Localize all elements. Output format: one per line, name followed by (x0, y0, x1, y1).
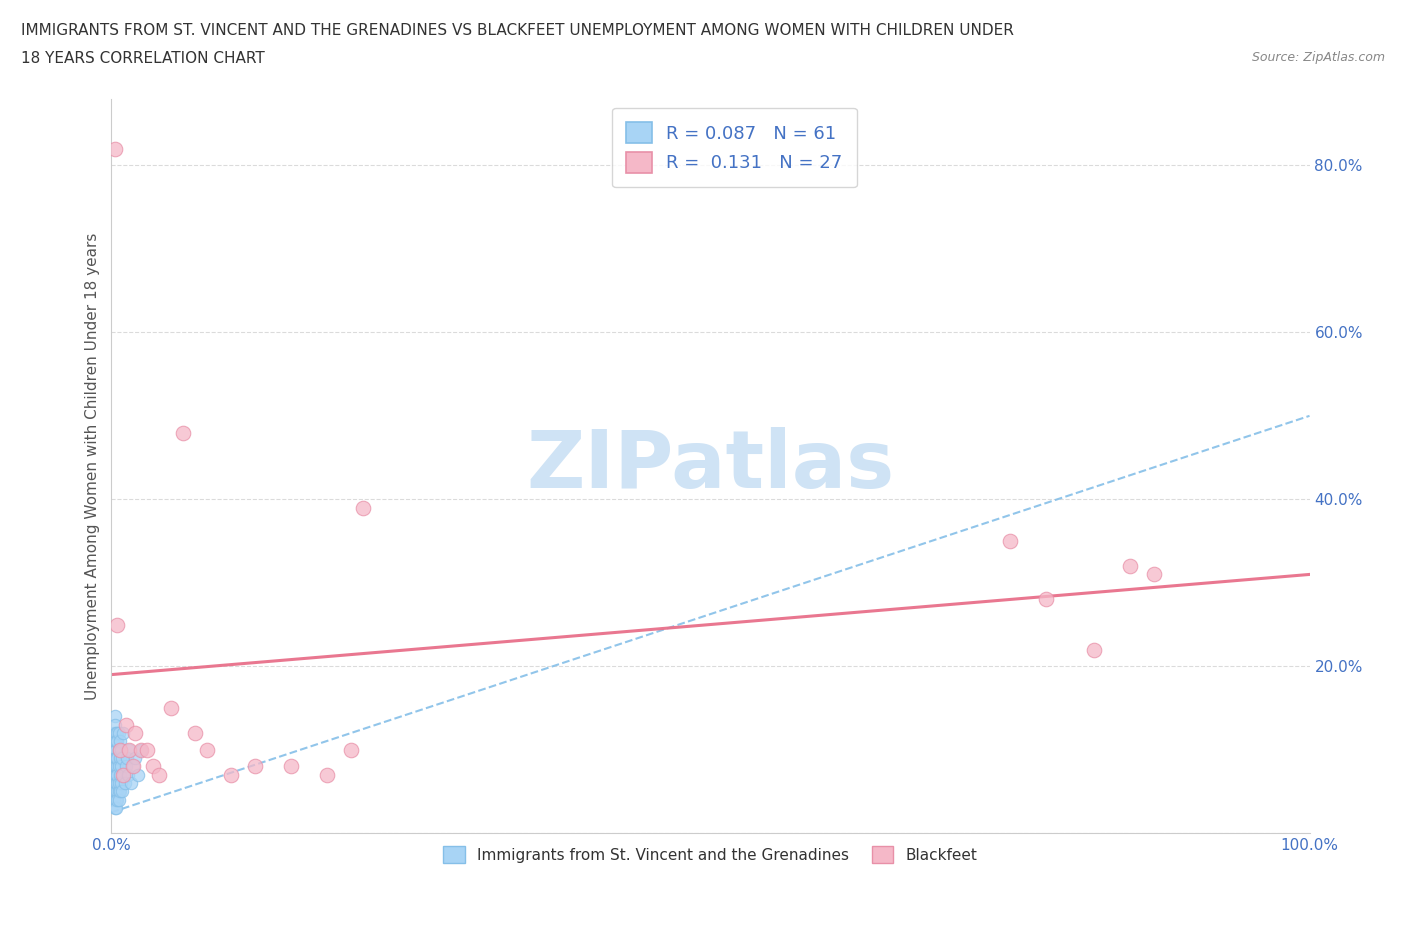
Point (114, 717, 136, 732)
Point (107, 725, 129, 740)
Point (105, 792, 128, 807)
Point (114, 776, 136, 790)
Point (105, 734, 128, 749)
Point (105, 742, 128, 757)
Point (110, 759, 132, 774)
Point (105, 776, 128, 790)
Point (110, 742, 132, 757)
Point (1083, 642, 1105, 657)
Point (107, 759, 129, 774)
Point (316, 767, 339, 782)
Point (1119, 559, 1142, 574)
Point (107, 742, 129, 757)
Point (1143, 567, 1166, 582)
Point (105, 751, 128, 765)
Point (120, 776, 142, 790)
Point (104, 767, 127, 782)
Point (105, 759, 128, 774)
Point (108, 742, 131, 757)
Point (107, 776, 129, 790)
Point (104, 801, 127, 816)
Point (112, 767, 135, 782)
Point (107, 759, 129, 774)
Point (107, 618, 129, 632)
Point (127, 767, 149, 782)
Point (104, 717, 127, 732)
Point (104, 751, 127, 765)
Point (124, 725, 146, 740)
Point (148, 767, 170, 782)
Point (108, 734, 131, 749)
Legend: Immigrants from St. Vincent and the Grenadines, Blackfeet: Immigrants from St. Vincent and the Gren… (437, 840, 984, 870)
Point (131, 742, 153, 757)
Point (352, 500, 374, 515)
Point (103, 725, 125, 740)
Point (195, 742, 218, 757)
Point (104, 734, 127, 749)
Point (172, 425, 194, 440)
Point (103, 792, 125, 807)
Point (131, 742, 153, 757)
Point (105, 801, 128, 816)
Point (107, 784, 129, 799)
Point (118, 742, 141, 757)
Point (118, 742, 141, 757)
Point (108, 784, 131, 799)
Point (107, 751, 129, 765)
Point (124, 751, 146, 765)
Point (117, 767, 139, 782)
Point (107, 734, 129, 749)
Point (107, 767, 129, 782)
Point (115, 751, 138, 765)
Point (104, 776, 127, 790)
Point (111, 751, 134, 765)
Point (108, 751, 131, 765)
Point (112, 767, 135, 782)
Point (104, 742, 127, 757)
Text: 18 YEARS CORRELATION CHART: 18 YEARS CORRELATION CHART (21, 51, 264, 66)
Point (108, 767, 131, 782)
Point (107, 792, 129, 807)
Point (142, 759, 165, 774)
Point (998, 534, 1021, 549)
Point (122, 759, 145, 774)
Text: ZIPatlas: ZIPatlas (526, 427, 894, 505)
Point (104, 759, 127, 774)
Point (219, 767, 242, 782)
Point (104, 784, 127, 799)
Point (136, 742, 159, 757)
Point (107, 792, 129, 807)
Point (1035, 592, 1057, 607)
Point (184, 725, 207, 740)
Point (104, 141, 127, 156)
Point (110, 776, 132, 790)
Point (103, 759, 125, 774)
Point (105, 776, 128, 790)
Point (160, 700, 183, 715)
Point (111, 784, 134, 799)
Point (280, 759, 302, 774)
Point (101, 784, 124, 799)
Point (114, 759, 136, 774)
Point (340, 742, 363, 757)
Point (112, 725, 135, 740)
Y-axis label: Unemployment Among Women with Children Under 18 years: Unemployment Among Women with Children U… (86, 232, 100, 699)
Point (105, 725, 128, 740)
Point (105, 784, 128, 799)
Point (105, 751, 128, 765)
Point (122, 759, 145, 774)
Point (243, 759, 266, 774)
Text: IMMIGRANTS FROM ST. VINCENT AND THE GRENADINES VS BLACKFEET UNEMPLOYMENT AMONG W: IMMIGRANTS FROM ST. VINCENT AND THE GREN… (21, 23, 1014, 38)
Point (107, 725, 129, 740)
Point (107, 776, 129, 790)
Point (104, 709, 127, 724)
Point (107, 784, 129, 799)
Text: Source: ZipAtlas.com: Source: ZipAtlas.com (1251, 51, 1385, 64)
Point (105, 767, 128, 782)
